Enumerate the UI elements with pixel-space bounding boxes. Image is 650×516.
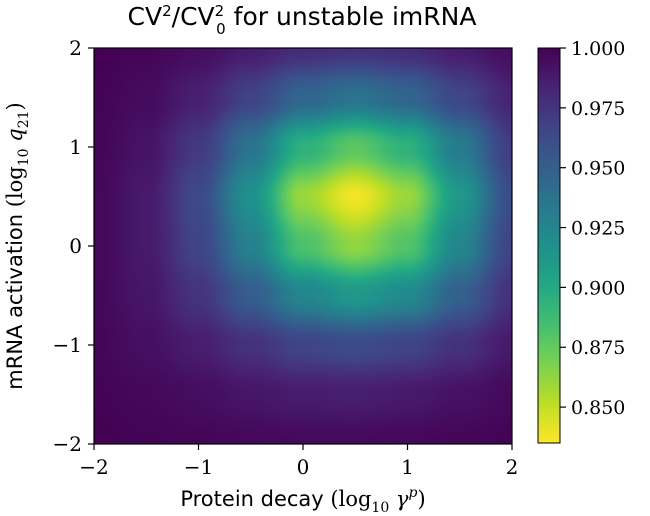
x-axis: −2 −1 0 1 2 (79, 444, 518, 479)
y-tick-label: 1 (69, 135, 82, 159)
colorbar-tick-label: 0.900 (571, 277, 625, 299)
plot-area (93, 47, 513, 445)
colorbar-tick-label: 0.975 (571, 98, 625, 120)
y-tick-label: 0 (69, 234, 82, 258)
x-tick-label: 0 (297, 455, 310, 479)
colorbar: 1.000 0.975 0.950 0.925 0.900 0.875 0.850 (537, 38, 625, 444)
colorbar-tick-label: 0.850 (571, 397, 625, 419)
y-axis-label: mRNA activation (log10 q21) (3, 102, 32, 389)
y-axis: −2 −1 0 1 2 (53, 36, 94, 456)
y-tick-label: 2 (69, 36, 82, 60)
x-axis-label: Protein decay (log10 γp) (180, 485, 425, 516)
colorbar-gradient (537, 47, 561, 444)
colorbar-tick-label: 0.875 (571, 337, 625, 359)
colorbar-tick-label: 0.950 (571, 158, 625, 180)
y-tick-label: −1 (53, 333, 82, 357)
x-tick-label: 1 (401, 455, 414, 479)
x-tick-label: 2 (506, 455, 519, 479)
colorbar-tick-label: 0.925 (571, 218, 625, 240)
x-tick-label: −1 (184, 455, 213, 479)
x-tick-label: −2 (79, 455, 108, 479)
colorbar-ticks: 1.000 0.975 0.950 0.925 0.900 0.875 0.850 (560, 38, 625, 419)
y-tick-label: −2 (53, 432, 82, 456)
colorbar-tick-label: 1.000 (571, 38, 625, 60)
heatmap-canvas (94, 48, 512, 444)
